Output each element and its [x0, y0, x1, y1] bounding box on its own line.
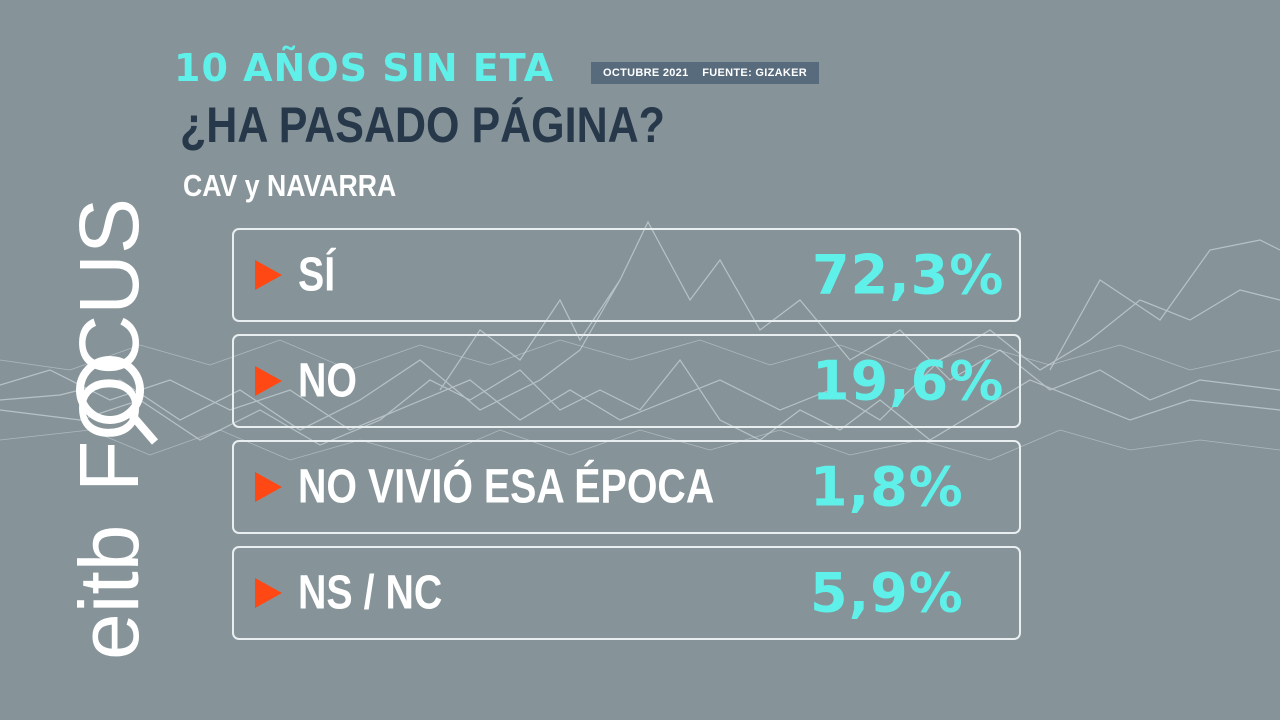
option-row-ns-nc: NS / NC 5,9% [232, 546, 1021, 640]
option-row-si: SÍ 72,3% [232, 228, 1021, 322]
page-title: 10 AÑOS SIN ETA [174, 46, 555, 90]
eitb-focus-logo: eitb FOCUS [62, 198, 159, 660]
source-label: FUENTE: GIZAKER [702, 67, 807, 79]
arrow-right-icon [255, 578, 282, 608]
header-title-row: 10 AÑOS SIN ETA [174, 46, 554, 90]
option-value: 1,8% [810, 455, 964, 519]
magnifier-icon [76, 356, 159, 445]
arrow-right-icon [255, 472, 282, 502]
meta-box: OCTUBRE 2021 FUENTE: GIZAKER [591, 62, 819, 84]
option-label: NO [298, 354, 358, 408]
arrow-right-icon [255, 366, 282, 396]
option-value: 19,6% [812, 349, 1005, 413]
logo-focus-text: FOCUS [62, 198, 156, 492]
option-value: 72,3% [812, 243, 1005, 307]
option-label: NS / NC [298, 566, 443, 620]
logo-eitb-text: eitb [62, 525, 156, 660]
option-label: SÍ [298, 248, 336, 302]
option-row-no: NO 19,6% [232, 334, 1021, 428]
option-value: 5,9% [810, 561, 964, 625]
region-label: CAV y NAVARRA [183, 168, 397, 203]
question-heading: ¿HA PASADO PÁGINA? [180, 97, 665, 153]
option-row-no-vivio: NO VIVIÓ ESA ÉPOCA 1,8% [232, 440, 1021, 534]
option-label: NO VIVIÓ ESA ÉPOCA [298, 460, 715, 514]
date-label: OCTUBRE 2021 [603, 67, 689, 79]
arrow-right-icon [255, 260, 282, 290]
